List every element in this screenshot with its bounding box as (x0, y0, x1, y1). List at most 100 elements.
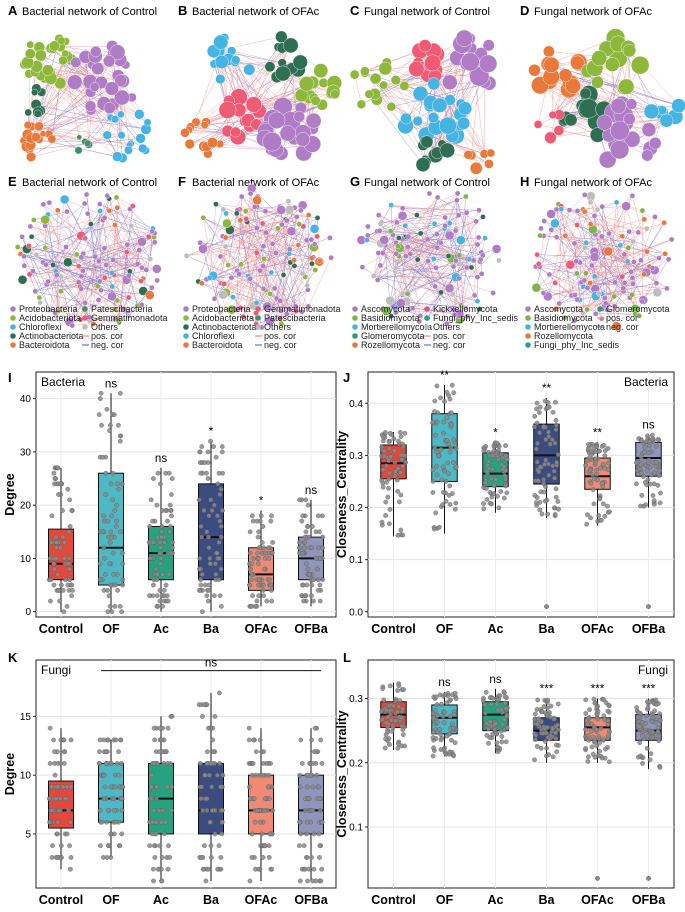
jitter-point (599, 755, 605, 761)
jitter-point (209, 508, 215, 513)
jitter-point (167, 855, 173, 860)
legend-label: Rozellomycota (361, 340, 420, 350)
jitter-point (587, 707, 592, 713)
network-node (653, 280, 660, 286)
network-edge (565, 235, 581, 263)
network-edge (247, 265, 264, 277)
network-node (541, 218, 547, 224)
network-node (276, 205, 286, 215)
jitter-point (270, 540, 276, 545)
jitter-point (60, 508, 65, 513)
jitter-point (199, 571, 205, 577)
network-node (215, 74, 226, 85)
jitter-point (250, 556, 256, 561)
jitter-point (52, 476, 58, 481)
network-node (291, 257, 297, 263)
network-node (138, 278, 144, 284)
jitter-point (639, 438, 644, 443)
jitter-point (297, 878, 303, 884)
network-node (145, 290, 155, 300)
jitter-point (639, 720, 645, 725)
network-node (643, 225, 650, 232)
network-panel-G: G Fungal network of Control (350, 174, 502, 327)
jitter-point (652, 470, 657, 476)
jitter-point (316, 784, 322, 790)
jitter-point (441, 489, 446, 495)
network-edge (236, 206, 281, 310)
jitter-point (317, 843, 323, 849)
jitter-point (111, 571, 117, 577)
network-edge (224, 283, 264, 290)
network-edge (397, 233, 437, 247)
jitter-point (157, 540, 163, 545)
jitter-point (197, 449, 203, 455)
jitter-point (301, 843, 307, 849)
network-node (630, 238, 636, 245)
x-tick-label: Control (371, 893, 415, 907)
network-edge (364, 71, 427, 162)
network-node (220, 206, 226, 213)
jitter-point (115, 481, 120, 487)
jitter-point (105, 518, 111, 524)
jitter-point (150, 582, 156, 588)
jitter-point (487, 489, 493, 495)
jitter-point (70, 587, 75, 593)
jitter-point (100, 454, 106, 460)
jitter-point (159, 534, 165, 540)
jitter-point (246, 725, 252, 731)
jitter-point (537, 464, 543, 470)
jitter-point (600, 462, 606, 467)
network-edge (29, 274, 113, 297)
network-node (58, 55, 68, 66)
network-node (125, 294, 132, 301)
jitter-point (536, 716, 542, 722)
jitter-point (592, 738, 597, 744)
jitter-point (161, 587, 167, 593)
network-node (26, 151, 37, 162)
jitter-point (533, 732, 539, 738)
network-node (221, 280, 227, 287)
legend-label: Rozellomycota (534, 331, 593, 341)
network-node (327, 235, 333, 241)
jitter-point (385, 494, 391, 500)
jitter-point (155, 866, 161, 872)
network-edge (555, 301, 643, 310)
x-tick-label: Ba (203, 893, 220, 907)
jitter-point (98, 843, 103, 849)
jitter-point (97, 808, 103, 813)
jitter-point (256, 593, 262, 599)
network-edge (437, 197, 481, 260)
x-tick-label: Ac (488, 622, 504, 636)
network-node (222, 243, 229, 250)
jitter-point (208, 843, 214, 849)
jitter-point (588, 728, 594, 734)
network-node (231, 55, 241, 65)
x-tick-label: Ac (153, 622, 169, 636)
jitter-point (55, 855, 61, 860)
jitter-point (382, 430, 388, 435)
significance-label: *** (591, 684, 605, 696)
network-node (439, 116, 457, 135)
network-edge (23, 256, 51, 311)
network-node (145, 234, 152, 240)
jitter-point (304, 819, 310, 825)
jitter-point (206, 866, 211, 872)
network-node (456, 235, 466, 245)
network-node (395, 243, 401, 250)
jitter-point (269, 550, 275, 556)
network-node (591, 50, 608, 67)
network-node (34, 121, 44, 132)
network-edge (206, 227, 257, 280)
network-node (275, 225, 281, 232)
jitter-point (205, 598, 211, 604)
network-edge (631, 274, 645, 295)
network-node (112, 306, 118, 312)
jitter-point (69, 582, 75, 588)
network-node (574, 296, 580, 303)
jitter-point (453, 446, 459, 451)
jitter-point (500, 721, 506, 727)
network-node (243, 216, 250, 222)
network-node (586, 191, 596, 201)
jitter-point (503, 483, 508, 489)
